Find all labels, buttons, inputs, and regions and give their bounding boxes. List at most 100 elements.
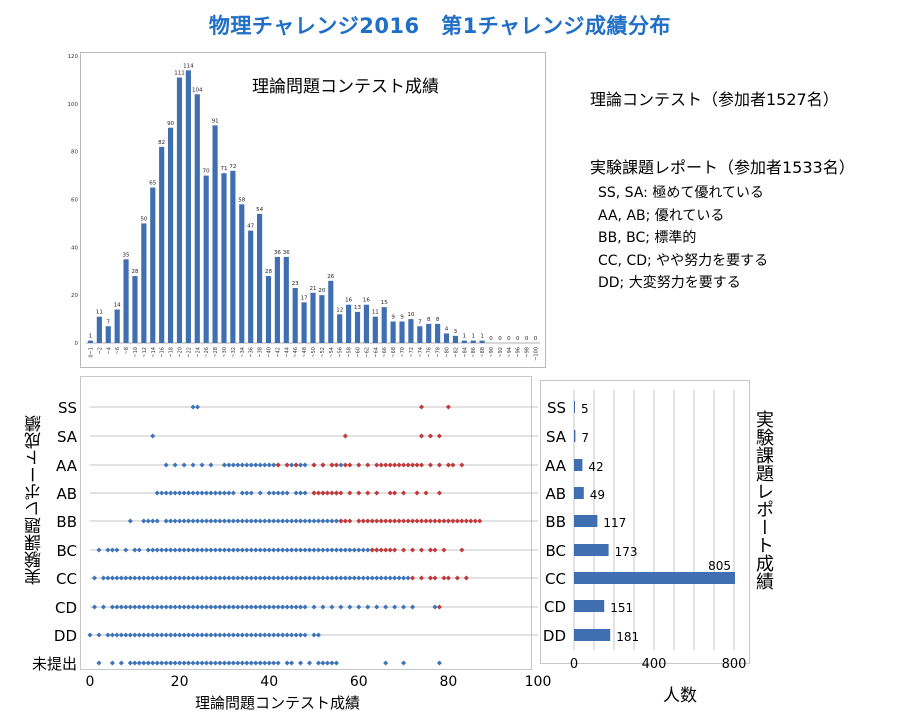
scatter-point bbox=[436, 518, 442, 524]
hist-data-label: 1 bbox=[471, 334, 475, 340]
hist-data-label: 13 bbox=[354, 305, 361, 311]
scatter-point bbox=[123, 632, 129, 638]
hist-bar bbox=[96, 316, 102, 343]
scatter-point bbox=[441, 575, 447, 581]
scatter-point bbox=[181, 632, 187, 638]
scatter-point bbox=[217, 604, 223, 610]
scatter-point bbox=[284, 518, 290, 524]
hist-x-tick-label: ~56 bbox=[338, 347, 344, 358]
scatter-point bbox=[472, 518, 478, 524]
scatter-point bbox=[320, 575, 326, 581]
scatter-category-label: SS bbox=[58, 399, 77, 417]
scatter-point bbox=[459, 547, 465, 553]
hist-data-label: 72 bbox=[229, 164, 236, 170]
scatter-point bbox=[208, 462, 214, 468]
hist-x-tick-label: ~52 bbox=[320, 347, 326, 358]
hist-data-label: 58 bbox=[238, 197, 245, 203]
scatter-point bbox=[477, 518, 483, 524]
info-panel: 理論コンテスト（参加者1527名） 実験課題レポート（参加者1533名） SS,… bbox=[590, 86, 855, 295]
scatter-point bbox=[383, 518, 389, 524]
scatter-point bbox=[401, 604, 407, 610]
scatter-point bbox=[212, 632, 218, 638]
scatter-point bbox=[450, 462, 456, 468]
scatter-point bbox=[347, 604, 353, 610]
scatter-point bbox=[145, 660, 151, 666]
scatter-point bbox=[392, 462, 398, 468]
hist-bar bbox=[461, 340, 467, 343]
hist-data-label: 7 bbox=[418, 319, 422, 325]
scatter-point bbox=[454, 518, 460, 524]
scatter-point bbox=[159, 490, 165, 496]
scatter-point bbox=[150, 604, 156, 610]
scatter-point bbox=[221, 518, 227, 524]
hist-x-tick-label: ~14 bbox=[151, 347, 157, 358]
scatter-point bbox=[186, 547, 192, 553]
count-data-label: 42 bbox=[588, 460, 603, 474]
scatter-point bbox=[311, 518, 317, 524]
hist-x-tick-label: ~18 bbox=[169, 347, 175, 358]
scatter-point bbox=[418, 433, 425, 439]
hist-data-label: 28 bbox=[265, 269, 272, 275]
scatter-point bbox=[203, 604, 210, 610]
scatter-point bbox=[226, 575, 232, 581]
hist-x-tick-label: ~80 bbox=[445, 347, 451, 358]
scatter-point bbox=[239, 660, 245, 666]
scatter-point bbox=[257, 462, 263, 468]
scatter-point bbox=[405, 518, 411, 524]
hist-x-tick-label: ~96 bbox=[516, 347, 522, 358]
scatter-point bbox=[315, 575, 322, 581]
scatter-point bbox=[181, 660, 187, 666]
scatter-point bbox=[253, 518, 259, 524]
scatter-point bbox=[186, 632, 192, 638]
scatter-point bbox=[239, 604, 245, 610]
scatter-point bbox=[324, 660, 330, 666]
scatter-point bbox=[266, 490, 272, 496]
scatter-point bbox=[203, 547, 210, 553]
scatter-point bbox=[311, 547, 317, 553]
scatter-point bbox=[150, 660, 156, 666]
scatter-point bbox=[414, 518, 420, 524]
count-bar-chart: 0 400 800 SS 5 SA 7 AA 42 AB 49 BB 117 BC 173 CC 805 CD 15… bbox=[543, 390, 746, 672]
scatter-point bbox=[203, 660, 210, 666]
scatter-point bbox=[212, 660, 218, 666]
scatter-point bbox=[194, 604, 201, 610]
scatter-point bbox=[150, 518, 156, 524]
scatter-point bbox=[284, 660, 290, 666]
scatter-point bbox=[293, 547, 299, 553]
scatter-point bbox=[324, 518, 330, 524]
count-data-label: 7 bbox=[581, 431, 589, 445]
hist-y-tick-label: 80 bbox=[71, 150, 78, 156]
hist-data-label: 16 bbox=[363, 298, 370, 304]
scatter-point bbox=[432, 604, 438, 610]
scatter-point bbox=[181, 547, 187, 553]
hist-x-tick-label: ~94 bbox=[507, 347, 513, 358]
scatter-category-label: CC bbox=[56, 570, 77, 588]
scatter-point bbox=[374, 575, 380, 581]
scatter-point bbox=[275, 490, 281, 496]
scatter-point bbox=[168, 575, 174, 581]
scatter-point bbox=[163, 462, 169, 468]
count-bar bbox=[574, 600, 605, 612]
hist-bar bbox=[381, 307, 387, 343]
scatter-point bbox=[271, 660, 277, 666]
hist-bar bbox=[301, 302, 307, 343]
scatter-point bbox=[150, 632, 156, 638]
histogram-frame bbox=[80, 52, 546, 368]
scatter-point bbox=[208, 490, 214, 496]
scatter-point bbox=[221, 547, 227, 553]
hist-y-tick-label: 20 bbox=[71, 293, 78, 299]
scatter-point bbox=[329, 462, 335, 468]
hist-x-tick-label: ~76 bbox=[427, 347, 433, 358]
hist-data-label: 0 bbox=[489, 336, 493, 342]
scatter-point bbox=[199, 547, 205, 553]
count-category-label: CC bbox=[545, 570, 566, 588]
scatter-point bbox=[235, 604, 241, 610]
scatter-point bbox=[347, 547, 353, 553]
scatter-point bbox=[127, 575, 133, 581]
scatter-point bbox=[275, 660, 281, 666]
scatter-point bbox=[302, 462, 308, 468]
scatter-point bbox=[329, 604, 335, 610]
scatter-point bbox=[293, 604, 299, 610]
grade-item: CC, CD; やや努力を要する bbox=[598, 252, 769, 269]
hist-data-label: 114 bbox=[183, 63, 194, 69]
